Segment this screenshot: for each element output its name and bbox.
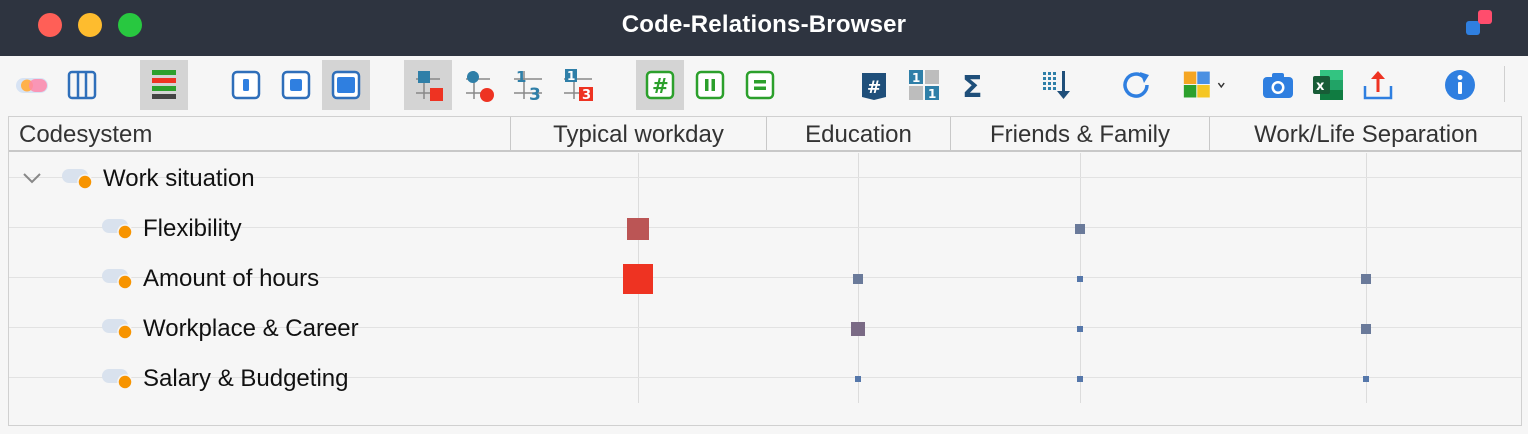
svg-text:#: #: [867, 78, 881, 98]
tree-item-label[interactable]: Flexibility: [143, 215, 242, 242]
number-symbol-icon[interactable]: #: [850, 60, 898, 110]
relation-symbol[interactable]: [1077, 276, 1083, 282]
small-symbol-icon[interactable]: [222, 60, 270, 110]
close-window-button[interactable]: [38, 13, 62, 37]
column-header-work-life-separation[interactable]: Work/Life Separation: [1209, 117, 1522, 150]
medium-symbol-icon[interactable]: [272, 60, 320, 110]
row-gridline: [9, 327, 1521, 328]
camera-icon[interactable]: [1254, 60, 1302, 110]
relation-symbol[interactable]: [1077, 326, 1083, 332]
code-icon: [102, 269, 133, 290]
row-gridline: [9, 277, 1521, 278]
relation-symbol[interactable]: [1075, 224, 1085, 234]
columns-view-icon[interactable]: [58, 60, 106, 110]
svg-text:#: #: [652, 74, 669, 98]
equal-mode-icon[interactable]: [736, 60, 784, 110]
svg-text:1: 1: [567, 69, 575, 83]
relation-symbol[interactable]: [853, 274, 863, 284]
refresh-icon[interactable]: [1112, 60, 1160, 110]
svg-text:3: 3: [582, 88, 591, 103]
sort-down-icon[interactable]: [1032, 60, 1080, 110]
window-title: Code-Relations-Browser: [621, 11, 907, 38]
svg-text:x: x: [1316, 79, 1325, 94]
puzzle-options-icon[interactable]: [1180, 60, 1228, 110]
squares-display-icon[interactable]: [404, 60, 452, 110]
sum-icon[interactable]: Σ: [950, 60, 998, 110]
svg-text:1: 1: [912, 71, 920, 85]
export-upload-icon[interactable]: [1354, 60, 1402, 110]
title-bar: Code-Relations-Browser: [0, 0, 1528, 56]
circles-display-icon[interactable]: [454, 60, 502, 110]
relation-symbol[interactable]: [1077, 376, 1083, 382]
minimize-window-button[interactable]: [78, 13, 102, 37]
relation-symbol[interactable]: [855, 376, 861, 382]
chevron-down-icon[interactable]: [21, 167, 43, 189]
svg-text:1: 1: [928, 87, 936, 101]
relation-symbol[interactable]: [623, 264, 653, 294]
heat-color-bars-icon[interactable]: [140, 60, 188, 110]
intersection-mode-icon[interactable]: #: [636, 60, 684, 110]
svg-text:3: 3: [529, 85, 541, 103]
maxqda-logo-icon: [1466, 10, 1492, 35]
row-gridline: [9, 177, 1521, 178]
code-relations-table: Codesystem Typical workday Education Fri…: [8, 116, 1522, 426]
svg-text:Σ: Σ: [962, 70, 983, 100]
large-symbol-icon[interactable]: [322, 60, 370, 110]
near-mode-icon[interactable]: [686, 60, 734, 110]
code-icon: [102, 319, 133, 340]
column-header-education[interactable]: Education: [766, 117, 950, 150]
row-gridline: [9, 377, 1521, 378]
zoom-window-button[interactable]: [118, 13, 142, 37]
info-icon[interactable]: [1436, 60, 1484, 110]
tree-item-label[interactable]: Salary & Budgeting: [143, 365, 349, 392]
tree-item-label[interactable]: Workplace & Career: [143, 315, 359, 342]
svg-text:1: 1: [516, 68, 526, 86]
codesystem-header[interactable]: Codesystem: [19, 121, 153, 148]
relation-symbol[interactable]: [1361, 274, 1371, 284]
relation-symbol[interactable]: [1363, 376, 1369, 382]
relation-symbol[interactable]: [851, 322, 865, 336]
column-header-friends-family[interactable]: Friends & Family: [950, 117, 1209, 150]
tree-item-label[interactable]: Amount of hours: [143, 265, 320, 292]
relation-symbol[interactable]: [627, 218, 649, 240]
column-header-typical-workday[interactable]: Typical workday: [510, 117, 766, 150]
toolbar-separator: [1504, 66, 1505, 102]
row-gridline: [9, 227, 1521, 228]
relation-symbol[interactable]: [1361, 324, 1371, 334]
tree-item-label[interactable]: Work situation: [103, 165, 255, 192]
excel-export-icon[interactable]: x: [1304, 60, 1352, 110]
code-icon: [102, 369, 133, 390]
table-header: Codesystem Typical workday Education Fri…: [9, 117, 1521, 152]
code-icon: [62, 169, 93, 190]
code-icon: [102, 219, 133, 240]
code-color-toggle-icon[interactable]: [8, 60, 56, 110]
